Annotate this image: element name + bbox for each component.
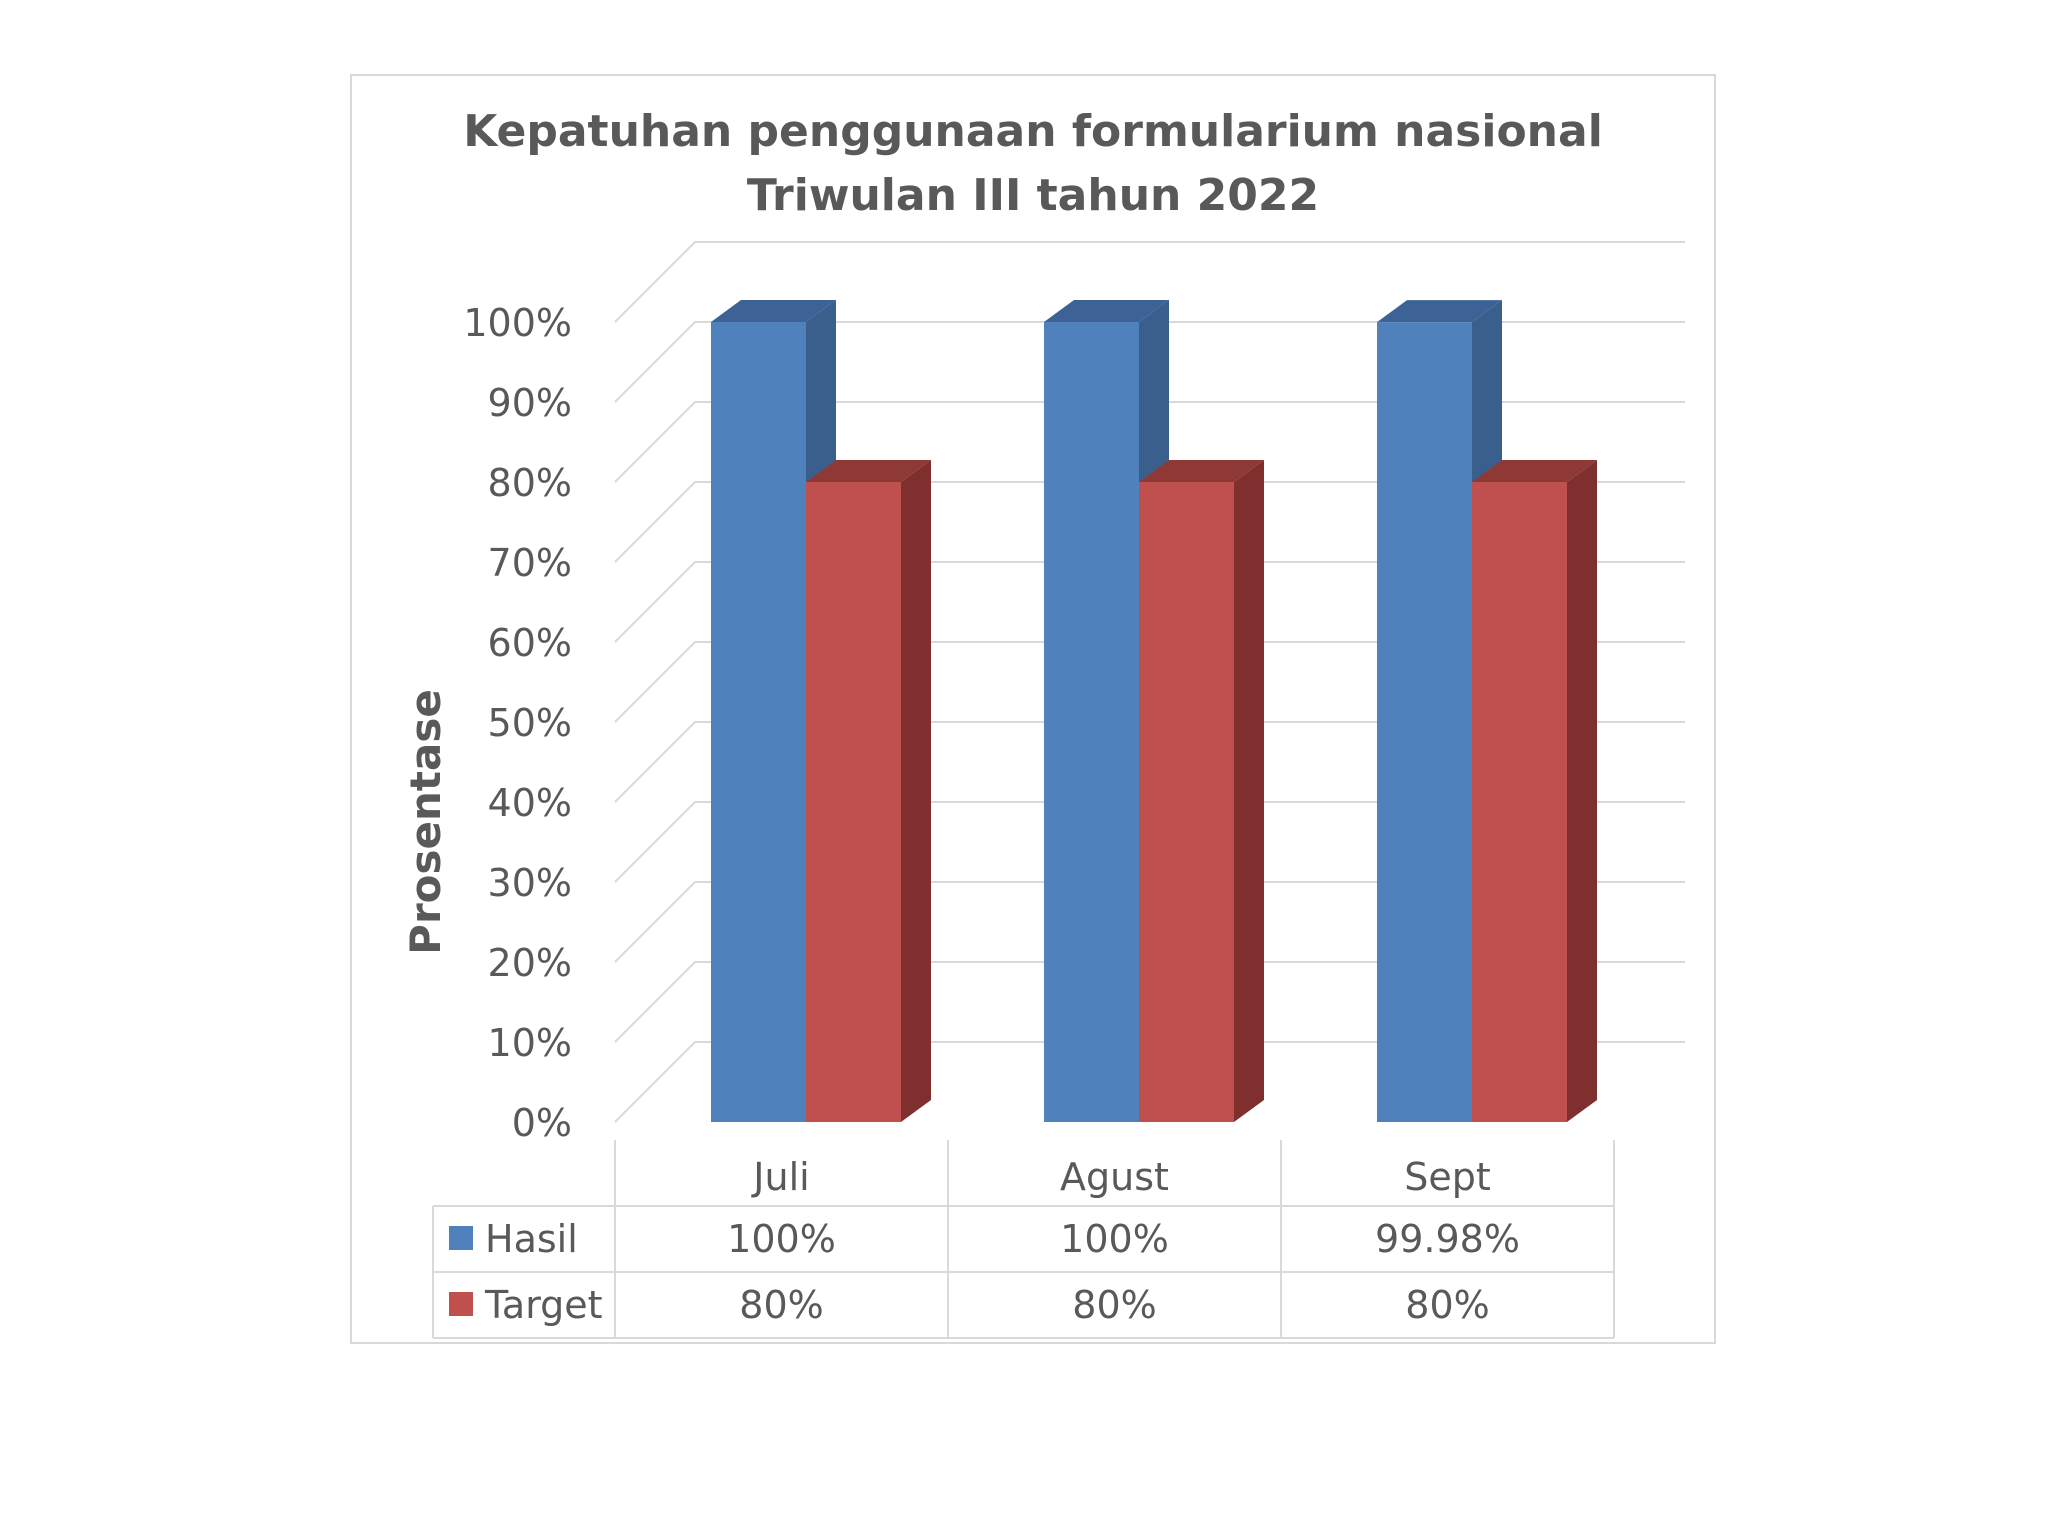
legend-label: Hasil [485,1217,578,1261]
bar-front [1044,322,1139,1122]
bar-top [711,300,836,322]
gridline-diagonal [614,481,696,563]
bar-front [806,482,901,1122]
data-label: 99.98% [1375,1217,1520,1261]
data-label: 100% [727,1217,836,1261]
bar-target-juli [806,460,931,1122]
legend-swatch [449,1226,473,1250]
y-tick-label: 100% [463,301,572,345]
bar-top [1044,300,1169,322]
gridline-diagonal [614,881,696,963]
bar-target-sept [1472,460,1597,1122]
y-tick-label: 30% [488,861,572,905]
gridline-diagonal [614,1041,696,1123]
gridline-diagonal [614,801,696,883]
gridline-diagonal [614,561,696,643]
y-tick-label: 80% [488,461,572,505]
gridline-diagonal [614,641,696,723]
x-tick-label: Sept [1404,1155,1491,1199]
y-axis-label: Prosentase [401,689,450,955]
y-axis-ticks: 0% 10% 20% 30% 40% 50% 60% 70% 80% 90% 100% [463,301,572,1145]
bar-target-agust [1139,460,1264,1122]
bar-top [1377,300,1502,323]
y-tick-label: 90% [488,381,572,425]
gridline-diagonal [614,401,696,483]
data-label: 100% [1060,1217,1169,1261]
y-tick-label: 10% [488,1021,572,1065]
gridline-diagonal [614,321,696,403]
y-tick-label: 0% [512,1101,572,1145]
bar-front [1472,482,1567,1122]
bar-side [901,460,931,1122]
bar-top [1139,460,1264,482]
bar-top [806,460,931,482]
bar-front [711,322,806,1122]
y-tick-label: 70% [488,541,572,585]
bar-front [1377,322,1472,1122]
data-label: 80% [739,1283,823,1327]
gridline-diagonal [614,961,696,1043]
data-table: Juli Agust Sept Hasil 100% 100% 99.98% Target 80… [432,1140,1615,1339]
chart-title: Kepatuhan penggunaan formularium nasiona… [463,106,1603,221]
y-tick-label: 20% [488,941,572,985]
bars [711,300,1597,1122]
x-tick-label: Juli [751,1155,809,1199]
legend-swatch [449,1292,473,1316]
legend-label: Target [484,1283,603,1327]
y-tick-label: 50% [488,701,572,745]
chart-title-line-1: Kepatuhan penggunaan formularium nasiona… [463,106,1603,157]
data-label: 80% [1405,1283,1489,1327]
bar-front [1139,482,1234,1122]
chart-title-line-2: Triwulan III tahun 2022 [747,170,1319,221]
bar-side [1234,460,1264,1122]
bar-top [1472,460,1597,482]
gridline-diagonal [614,721,696,803]
y-tick-label: 60% [488,621,572,665]
y-tick-label: 40% [488,781,572,825]
data-label: 80% [1072,1283,1156,1327]
x-tick-label: Agust [1060,1155,1169,1199]
bar-side [1567,460,1597,1122]
gridline-diagonal [614,241,696,323]
